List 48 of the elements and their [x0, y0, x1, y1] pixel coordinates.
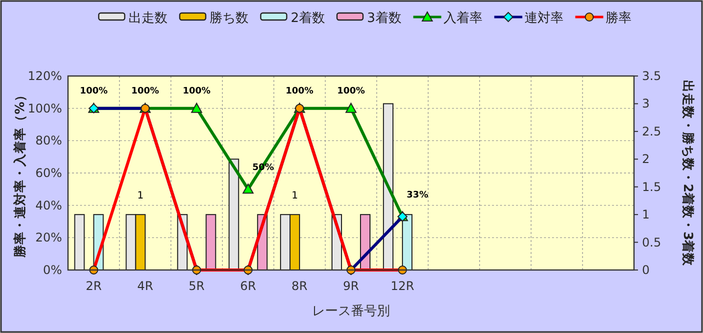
data-label: 33%: [406, 190, 428, 201]
legend-label: 入着率: [443, 10, 482, 26]
y-tick-label: 40%: [35, 198, 62, 212]
y2-tick-label: 3: [642, 96, 650, 111]
data-label: 100%: [337, 86, 365, 96]
y2-tick-label: 1: [642, 208, 650, 222]
point: [346, 102, 356, 113]
data-label: 100%: [182, 86, 211, 96]
x-tick-label: 6R: [240, 279, 256, 293]
y-tick-label: 20%: [35, 230, 62, 245]
data-label: 1: [292, 190, 298, 202]
y-tick-label: 120%: [28, 69, 62, 83]
data-label: 1: [137, 190, 144, 202]
bar: [74, 214, 85, 270]
y2-tick-label: 2.5: [642, 124, 662, 138]
y2-tick-label: 1.5: [642, 180, 662, 194]
y2-tick-label: 2: [642, 152, 650, 166]
bar: [206, 214, 216, 270]
y-axis-title: 勝率・連対率・入着率（%）: [12, 88, 27, 258]
bar: [228, 158, 240, 270]
legend-label: 2着数: [290, 10, 325, 26]
legend-label: 連対率: [524, 10, 564, 26]
x-tick-label: 5R: [188, 279, 205, 293]
y2-tick-label: 0.5: [642, 235, 662, 250]
x-tick-label: 9R: [343, 279, 359, 293]
legend-label: 勝ち数: [210, 11, 249, 26]
bar: [402, 214, 412, 270]
y2-axis-title: 出走数・勝ち数・2着数・3着数: [681, 80, 696, 268]
y2-tick-label: 0: [642, 263, 650, 277]
x-axis-title: レース番号別: [312, 304, 390, 319]
point: [191, 102, 202, 113]
data-label: 100%: [131, 86, 160, 96]
legend-label: 出走数: [128, 11, 168, 26]
x-tick-label: 4R: [137, 279, 154, 293]
point: [242, 184, 254, 194]
y-tick-label: 80%: [35, 134, 62, 148]
bar: [382, 103, 394, 270]
y-tick-label: 60%: [35, 166, 62, 180]
legend-label: 勝率: [605, 10, 632, 26]
x-tick-label: 8R: [292, 279, 308, 293]
data-label: 100%: [80, 86, 108, 96]
x-tick-label: 2R: [86, 279, 102, 293]
y-tick-label: 0%: [42, 263, 62, 277]
y2-tick-label: 3.5: [642, 69, 662, 83]
x-tick-label: 12R: [390, 279, 414, 293]
legend-label: 3着数: [367, 10, 402, 26]
data-label: 100%: [286, 86, 314, 96]
y-tick-label: 100%: [28, 101, 62, 116]
